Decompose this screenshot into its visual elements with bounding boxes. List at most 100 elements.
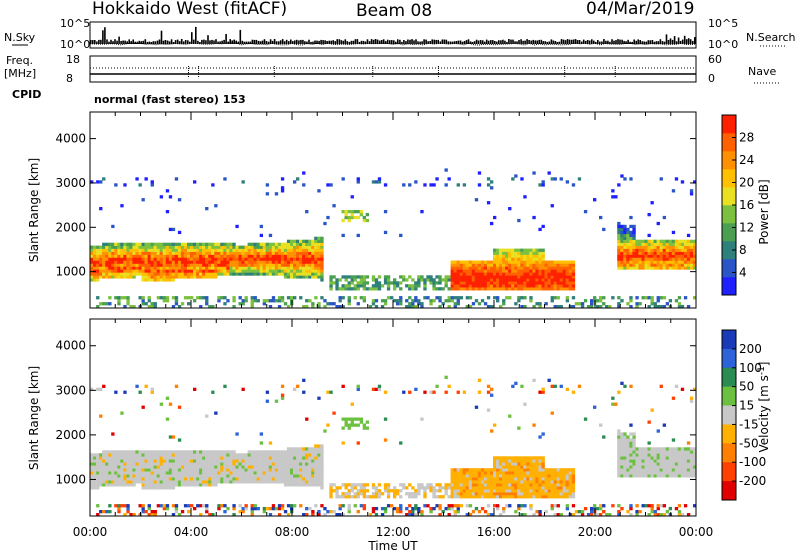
power-cell: [471, 275, 476, 279]
power-cell: [520, 257, 524, 261]
nsky-bar: [447, 41, 450, 44]
velocity-cell: [117, 504, 121, 508]
velocity-cell: [693, 504, 697, 508]
velocity-cell: [383, 390, 388, 394]
velocity-cell: [187, 480, 191, 484]
power-cell: [108, 257, 112, 261]
power-cell: [462, 284, 467, 288]
power-cell: [677, 239, 682, 243]
velocity-cell: [356, 423, 360, 427]
power-cell: [202, 260, 206, 264]
velocity-cell: [202, 456, 206, 460]
power-cell: [199, 254, 203, 258]
velocity-cell: [383, 510, 388, 514]
power-cell: [689, 245, 694, 249]
velocity-cell: [165, 480, 170, 484]
power-cell: [568, 281, 573, 285]
power-cell: [241, 260, 245, 264]
power-cell: [523, 263, 527, 267]
power-cell: [417, 284, 421, 288]
velocity-cell: [374, 489, 379, 493]
velocity-cell: [535, 510, 539, 514]
velocity-cell: [523, 402, 527, 406]
power-cell: [283, 245, 288, 249]
velocity-cell: [474, 471, 479, 475]
power-cell: [126, 275, 130, 279]
power-cell: [253, 272, 257, 276]
velocity-cell: [165, 459, 170, 463]
power-cell: [632, 266, 636, 270]
power-cell: [326, 302, 330, 306]
velocity-cell: [456, 471, 460, 475]
power-cell: [377, 284, 382, 288]
power-cell: [490, 305, 494, 309]
power-cell: [105, 260, 109, 264]
power-cell: [299, 266, 303, 270]
velocity-cell: [490, 393, 494, 397]
power-cell: [174, 299, 179, 303]
power-cell: [550, 177, 554, 181]
power-cell: [96, 266, 100, 270]
power-cell: [350, 275, 354, 279]
velocity-cell: [111, 462, 115, 466]
velocity-cell: [105, 459, 109, 463]
velocity-cell: [462, 468, 467, 472]
nsky-bar: [263, 39, 266, 44]
power-cell: [490, 281, 494, 285]
power-cell: [547, 260, 551, 264]
velocity-cell: [423, 489, 427, 493]
velocity-cell: [502, 492, 506, 496]
power-cell: [432, 281, 436, 285]
nsky-bar: [532, 39, 534, 44]
power-cell: [223, 248, 227, 252]
velocity-cell: [556, 486, 560, 490]
power-cell: [471, 281, 476, 285]
velocity-cell: [544, 468, 548, 472]
velocity-cell: [241, 480, 245, 484]
velocity-cell: [296, 468, 300, 472]
velocity-cell: [653, 462, 657, 466]
power-cell: [544, 272, 548, 276]
velocity-cell: [520, 465, 524, 469]
velocity-cell: [462, 486, 467, 490]
power-cell: [550, 266, 554, 270]
velocity-cell: [617, 450, 621, 454]
velocity-cell: [156, 486, 161, 490]
velocity-cell: [120, 483, 124, 487]
power-cell: [635, 251, 639, 255]
power-cell: [114, 254, 118, 258]
power-cell: [520, 305, 524, 309]
velocity-cell: [187, 450, 191, 454]
velocity-cell: [311, 453, 315, 457]
velocity-cell: [362, 426, 367, 430]
power-cell: [668, 242, 673, 246]
power-cell: [126, 263, 130, 267]
velocity-cell: [199, 453, 203, 457]
velocity-cell: [238, 465, 242, 469]
velocity-cell: [474, 477, 479, 481]
velocity-cell: [671, 456, 676, 460]
velocity-cell: [114, 453, 118, 457]
velocity-cell: [677, 504, 682, 508]
velocity-cell: [653, 447, 657, 451]
power-cell: [123, 296, 127, 300]
power-cell: [471, 278, 476, 282]
power-cell: [505, 257, 509, 261]
power-cell: [683, 242, 688, 246]
power-cell: [177, 248, 182, 252]
velocity-cell: [468, 504, 473, 508]
power-cell: [450, 287, 454, 291]
velocity-cell: [268, 465, 273, 469]
velocity-cell: [190, 471, 194, 475]
power-cell: [223, 177, 227, 181]
power-cell: [238, 245, 242, 249]
power-cell: [641, 257, 645, 261]
power-cell: [229, 272, 233, 276]
velocity-cell: [308, 480, 312, 484]
velocity-cell: [141, 504, 145, 508]
velocity-cell: [244, 465, 248, 469]
power-cell: [150, 183, 154, 187]
nsky-bar: [227, 41, 229, 44]
power-cell: [365, 281, 370, 285]
velocity-cell: [190, 483, 194, 487]
